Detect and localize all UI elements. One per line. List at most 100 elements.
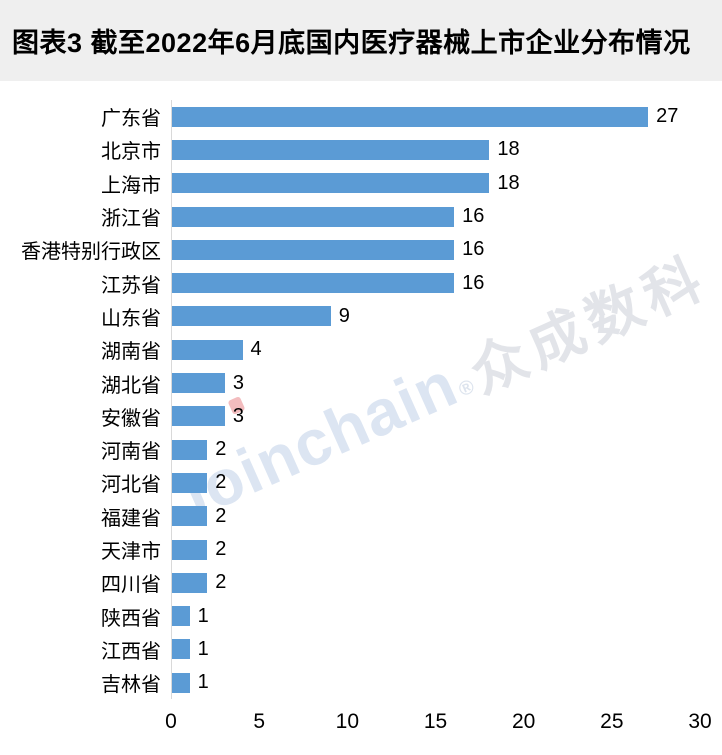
bar-row: 北京市 18 [0,133,701,167]
category-label: 江西省 [101,640,161,663]
bar-track: 27 [171,100,701,134]
value-label: 9 [338,304,350,327]
bar-track: 2 [171,566,701,600]
bar-track: 1 [171,599,701,633]
bar-row: 浙江省 16 [0,199,701,234]
category-label: 安徽省 [101,407,161,430]
bar-row: 香港特别行政区 16 [0,233,701,267]
value-label: 1 [197,604,209,627]
chart-title: 图表3 截至2022年6月底国内医疗器械上市企业分布情况 [0,0,722,81]
bar [172,406,225,427]
bar-track: 1 [171,632,701,667]
bar [172,639,190,660]
category-label: 浙江省 [101,208,161,231]
value-label: 16 [462,205,485,228]
value-label: 2 [215,471,227,494]
category-label: 江苏省 [101,274,161,297]
bar [172,139,490,160]
x-tick-label: 10 [335,710,360,733]
category-label: 山东省 [101,307,161,330]
value-label: 1 [197,637,209,660]
category-label: 湖南省 [101,341,161,364]
bar-row: 上海市 18 [0,166,701,200]
bar-track: 3 [171,366,701,400]
bar-track: 9 [171,299,701,334]
bar-track: 16 [171,199,701,234]
category-label: 广东省 [101,108,161,131]
value-label: 16 [462,238,485,261]
category-label: 福建省 [101,507,161,530]
bar-row: 江苏省 16 [0,266,701,300]
bar [172,373,225,394]
bar-row: 陕西省 1 [0,599,701,633]
bar-row: 四川省 2 [0,566,701,600]
bar [172,273,455,294]
x-tick-label: 20 [511,710,536,733]
bar [172,506,208,527]
bar-row: 吉林省 1 [0,666,701,700]
bar-track: 2 [171,499,701,533]
bar-row: 福建省 2 [0,499,701,533]
value-label: 18 [497,171,520,194]
bar [172,306,331,327]
value-label: 2 [215,538,227,560]
x-tick-label: 5 [253,710,265,733]
bar [172,206,455,227]
bar-track: 3 [171,399,701,433]
bar [172,439,208,460]
bar-track: 18 [171,133,701,167]
bar [172,339,243,360]
bar-row: 天津市 2 [0,532,701,567]
bar-row: 山东省 9 [0,299,701,334]
bar-rows: 广东省 27 北京市 18 上海市 18 浙江省 16 香港特别行政区 16 江苏省 16 山东省 9 湖南… [0,100,701,700]
value-label: 3 [232,404,245,427]
value-label: 4 [250,338,262,361]
category-label: 河北省 [101,474,161,497]
category-label: 天津市 [101,541,161,563]
bar-track: 2 [171,432,701,467]
bar [172,173,490,194]
category-label: 香港特别行政区 [21,241,161,264]
bar-track: 16 [171,233,701,267]
category-label: 吉林省 [101,674,161,697]
bar-track: 2 [171,466,701,500]
bar [172,472,208,493]
bar [172,239,455,260]
bar [172,606,190,627]
bar-row: 安徽省 3 [0,399,701,433]
x-tick-label: 25 [600,710,624,733]
bar-row: 河北省 2 [0,466,701,500]
value-label: 16 [462,271,485,294]
bar-track: 1 [171,666,701,700]
bar [172,539,208,560]
x-axis: 0 5 10 15 20 25 30 [165,700,712,740]
bar [172,572,208,593]
bar-row: 河南省 2 [0,432,701,467]
bar-track: 18 [171,166,701,200]
bar [172,106,649,127]
bar-row: 江西省 1 [0,632,701,667]
x-tick-label: 30 [688,710,712,733]
value-label: 2 [215,504,227,527]
bar-track: 4 [171,333,701,367]
value-label: 27 [656,105,679,128]
bar-row: 广东省 27 [0,100,701,134]
category-label: 四川省 [101,574,161,597]
x-tick-label: 15 [423,710,448,733]
value-label: 3 [232,371,245,394]
value-label: 18 [497,138,520,161]
bar [172,672,190,693]
category-label: 陕西省 [101,607,161,630]
bar-track: 16 [171,266,701,300]
value-label: 2 [215,571,227,594]
value-label: 1 [197,671,209,694]
bar-row: 湖北省 3 [0,366,701,400]
bar-track: 2 [171,532,701,567]
value-label: 2 [215,438,227,461]
category-label: 上海市 [101,174,161,197]
category-label: 河南省 [101,441,161,464]
x-tick-label: 0 [165,710,177,733]
bar-row: 湖南省 4 [0,333,701,367]
category-label: 湖北省 [101,374,161,397]
